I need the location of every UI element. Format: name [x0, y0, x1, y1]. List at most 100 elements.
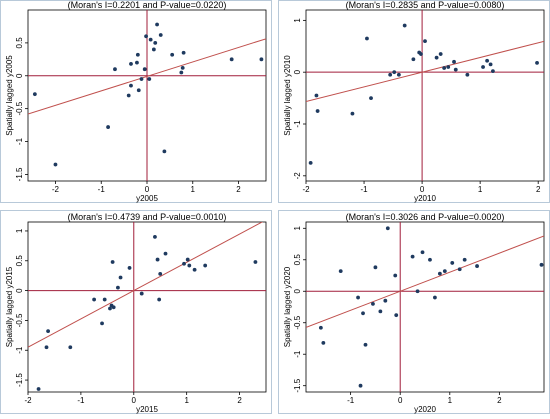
y-tick-label: 1: [15, 228, 24, 233]
data-point: [181, 50, 186, 55]
plot-content: [306, 10, 544, 181]
data-point: [53, 162, 58, 167]
data-point: [437, 271, 442, 276]
data-point: [153, 40, 158, 45]
data-point: [253, 260, 258, 264]
data-point: [314, 93, 319, 98]
data-point: [452, 59, 456, 64]
data-point: [419, 52, 423, 56]
scatter-panel-1: (Moran's I=0.2201 and P-value=0.0220) -2 -…: [0, 0, 272, 203]
data-point: [162, 149, 167, 154]
data-point: [378, 309, 383, 314]
data-point: [465, 72, 470, 77]
data-point: [318, 325, 323, 330]
x-tick-label: -1: [98, 185, 106, 194]
x-tick-label: 0: [145, 185, 150, 194]
x-tick-label: 1: [478, 185, 483, 194]
panel-title: (Moran's I=0.2835 and P-value=0.0080): [346, 0, 505, 10]
y-tick-label: -1.5: [15, 373, 24, 387]
plot-content: [28, 222, 266, 392]
y-tick-label: -1: [293, 120, 302, 128]
y-tick-label: -0.5: [15, 101, 24, 115]
y-tick-label: -1.5: [15, 167, 24, 181]
data-point: [392, 70, 397, 75]
data-point: [163, 251, 168, 256]
x-tick-label: 2: [497, 396, 502, 405]
data-point: [433, 295, 437, 300]
panel-title: (Moran's I=0.3026 and P-value=0.0020): [346, 212, 505, 222]
x-tick-label: 1: [448, 396, 453, 405]
data-point: [155, 257, 160, 262]
data-point: [410, 254, 415, 259]
data-point: [356, 295, 360, 300]
plot-area: [305, 221, 545, 393]
data-point: [358, 383, 363, 388]
x-tick-label: 2: [236, 185, 241, 194]
data-point: [136, 88, 141, 93]
data-point: [142, 67, 147, 72]
data-point: [308, 160, 313, 165]
data-point: [110, 260, 115, 264]
y-tick-label: 0: [15, 73, 24, 78]
data-point: [46, 329, 50, 334]
x-tick-label: 0: [398, 396, 403, 405]
data-point: [321, 340, 326, 345]
x-tick-label: 0: [132, 396, 137, 405]
data-point: [203, 263, 208, 268]
data-point: [68, 345, 73, 350]
x-tick-label: -1: [347, 396, 355, 405]
x-tick-label: 2: [536, 185, 541, 194]
data-point: [369, 96, 373, 100]
data-point: [453, 67, 458, 72]
data-point: [155, 22, 159, 27]
data-point: [151, 47, 156, 52]
x-tick-label: 2: [237, 396, 242, 405]
panel-title: (Moran's I=0.4739 and P-value=0.0010): [68, 212, 227, 222]
data-point: [148, 37, 153, 42]
data-point: [147, 77, 152, 81]
y-axis-label: Spatially lagged y2015: [5, 266, 14, 347]
fit-line: [28, 222, 264, 348]
data-point: [113, 67, 117, 72]
data-point: [315, 109, 320, 113]
x-tick-label: 1: [191, 185, 196, 194]
panel-border: [0, 0, 272, 203]
data-point: [192, 267, 197, 272]
data-point: [396, 72, 401, 77]
data-point: [450, 261, 455, 265]
data-point: [111, 305, 116, 310]
data-point: [108, 306, 112, 311]
data-point: [488, 62, 493, 67]
x-tick-label: 1: [184, 396, 189, 405]
data-point: [438, 52, 443, 56]
x-axis-label: y2020: [414, 405, 436, 414]
y-tick-label: -1: [15, 346, 24, 354]
data-point: [229, 57, 234, 62]
data-point: [535, 60, 539, 65]
fit-line: [28, 38, 266, 115]
y-tick-label: 0: [293, 288, 302, 293]
x-tick-label: -2: [24, 396, 32, 405]
data-point: [157, 297, 162, 302]
y-axis-label: Spatially lagged y2010: [283, 55, 292, 136]
data-point: [185, 257, 190, 262]
x-tick-label: -2: [302, 185, 310, 194]
data-point: [365, 36, 369, 41]
data-point: [129, 83, 133, 88]
x-tick-label: 0: [420, 185, 425, 194]
scatter-panel-3: (Moran's I=0.4739 and P-value=0.0010)-2-…: [0, 210, 272, 414]
data-point: [44, 345, 49, 350]
fit-line: [306, 40, 544, 103]
y-axis-label: Spatially lagged y2005: [5, 55, 14, 136]
data-point: [423, 39, 427, 43]
data-point: [388, 72, 393, 77]
y-tick-label: -2: [293, 172, 302, 180]
data-point: [36, 387, 41, 391]
y-tick-label: -0.5: [293, 315, 302, 329]
data-point: [420, 250, 425, 255]
data-point: [371, 301, 375, 306]
y-tick-label: -1.5: [293, 378, 302, 392]
data-point: [350, 111, 355, 116]
